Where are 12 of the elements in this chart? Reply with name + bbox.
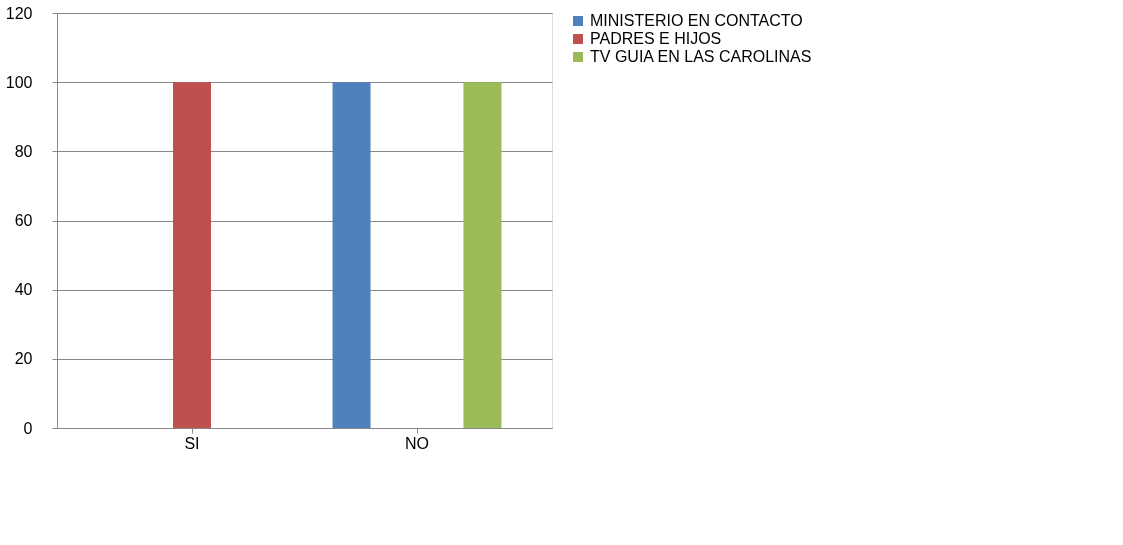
y-tick-label: 120 — [5, 4, 33, 22]
y-tick-label: 100 — [5, 73, 33, 91]
x-tick-label: NO — [405, 434, 429, 452]
y-tick-label: 60 — [14, 212, 33, 229]
y-tick-label: 20 — [14, 350, 33, 368]
legend-label: PADRES E HIJOS — [590, 30, 722, 47]
legend-label: TV GUIA EN LAS CAROLINAS — [590, 48, 812, 65]
y-tick-label: 80 — [14, 142, 33, 160]
legend-label: MINISTERIO EN CONTACTO — [590, 12, 803, 29]
y-tick-label: 40 — [14, 281, 33, 299]
x-tick-label: SI — [184, 434, 200, 452]
y-tick-label: 0 — [23, 419, 33, 437]
